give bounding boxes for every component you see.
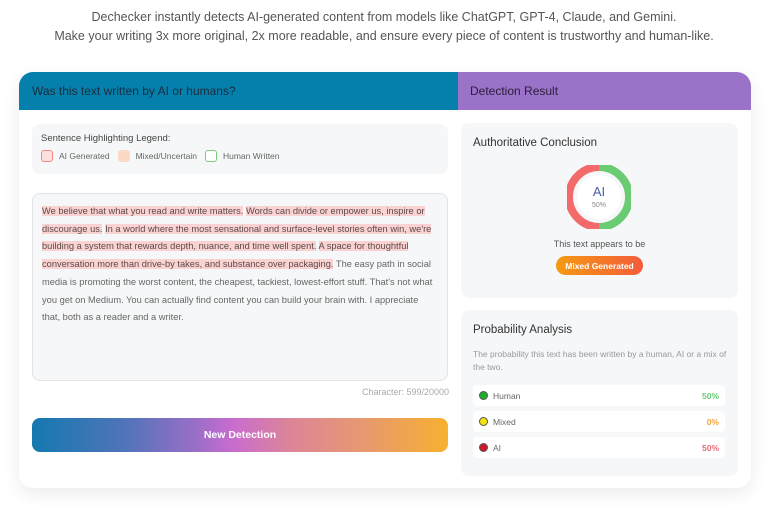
probability-row-mixed: Mixed 0% xyxy=(473,411,725,432)
appears-text: This text appears to be xyxy=(553,239,646,249)
legend-item-ai: AI Generated xyxy=(41,150,110,162)
row-label: Human xyxy=(493,390,521,401)
yellow-dot-icon xyxy=(479,417,488,426)
row-value: 0% xyxy=(706,416,719,427)
intro-text: Dechecker instantly detects AI-generated… xyxy=(0,8,768,46)
result-panel-title: Detection Result xyxy=(470,84,559,98)
legend-label: Mixed/Uncertain xyxy=(135,151,197,161)
probability-row-ai: AI 50% xyxy=(473,437,725,458)
conclusion-title: Authoritative Conclusion xyxy=(473,137,598,149)
donut-label: AI xyxy=(592,184,606,199)
new-detection-button[interactable]: New Detection xyxy=(32,418,448,452)
legend-label: AI Generated xyxy=(59,151,110,161)
legend-item-human: Human Written xyxy=(204,150,280,162)
probability-description: The probability this text has been writt… xyxy=(473,349,727,372)
human-swatch-icon xyxy=(204,150,217,162)
highlighted-sentence-ai: We believe that what you read and write … xyxy=(42,206,244,216)
intro-line-2: Make your writing 3x more original, 2x m… xyxy=(54,29,714,43)
probability-title: Probability Analysis xyxy=(473,324,573,336)
detector-card: Was this text written by AI or humans? D… xyxy=(19,72,751,488)
result-donut-chart: AI 50% xyxy=(565,163,633,231)
donut-percentage: 50% xyxy=(591,202,606,209)
input-panel-header: Was this text written by AI or humans? xyxy=(19,72,458,110)
character-count: Character: 599/20000 xyxy=(361,387,449,397)
legend-label: Human Written xyxy=(222,151,280,161)
row-value: 50% xyxy=(701,390,719,401)
row-value: 50% xyxy=(701,442,719,453)
legend-title: Sentence Highlighting Legend: xyxy=(41,133,171,144)
text-input-area[interactable]: We believe that what you read and write … xyxy=(32,193,448,381)
green-dot-icon xyxy=(479,391,488,400)
result-panel-header: Detection Result xyxy=(458,72,751,110)
red-dot-icon xyxy=(479,443,488,452)
legend-item-mixed: Mixed/Uncertain xyxy=(117,150,197,162)
donut-ring-icon xyxy=(565,163,633,231)
input-panel-title: Was this text written by AI or humans? xyxy=(32,84,236,98)
row-label: Mixed xyxy=(493,416,516,427)
conclusion-panel: Authoritative Conclusion AI 50% This tex… xyxy=(461,123,738,298)
verdict-badge: Mixed Generated xyxy=(556,256,643,275)
mixed-swatch-icon xyxy=(117,150,130,162)
ai-swatch-icon xyxy=(41,150,53,162)
highlight-legend: Sentence Highlighting Legend: AI Generat… xyxy=(32,124,448,174)
probability-row-human: Human 50% xyxy=(473,385,725,406)
row-label: AI xyxy=(493,442,502,453)
intro-line-1: Dechecker instantly detects AI-generated… xyxy=(91,10,677,24)
probability-panel: Probability Analysis The probability thi… xyxy=(461,310,738,476)
plain-text: The easy path in social media is promoti… xyxy=(42,259,433,323)
